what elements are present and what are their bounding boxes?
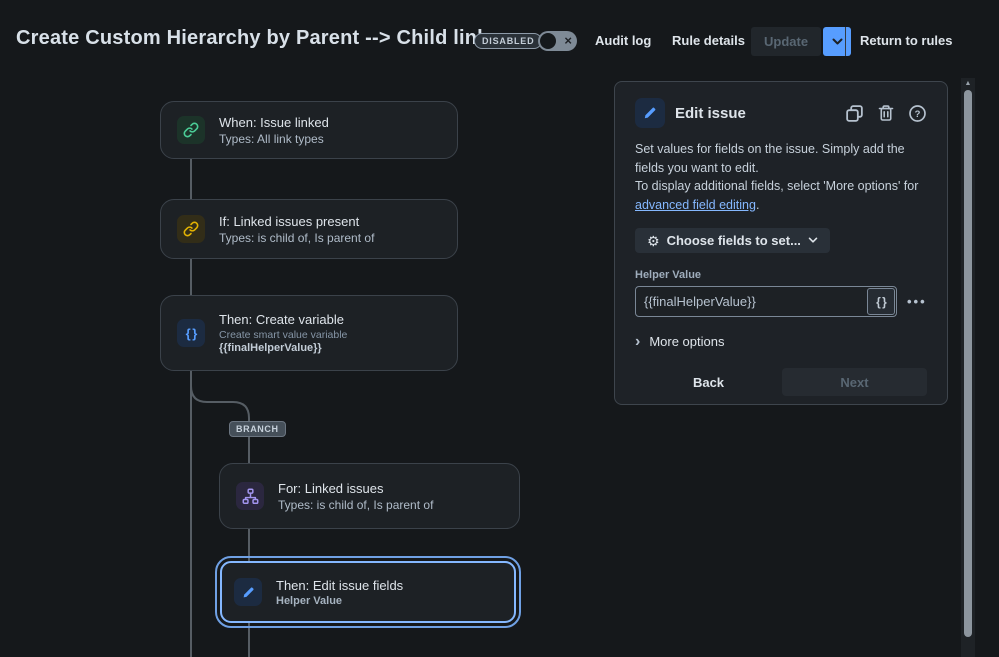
node-edit-issue-fields-selected[interactable]: Then: Edit issue fields Helper Value	[215, 556, 521, 628]
node-value: {{finalHelperValue}}	[219, 342, 322, 354]
node-subtitle: Helper Value	[276, 594, 343, 607]
link-icon	[177, 116, 205, 144]
panel-description-line1: Set values for fields on the issue. Simp…	[635, 142, 905, 175]
audit-log-link[interactable]: Audit log	[595, 33, 652, 48]
scrollbar-thumb[interactable]	[964, 90, 972, 637]
status-badge: DISABLED	[474, 33, 543, 49]
branch-label: BRANCH	[229, 421, 286, 437]
node-subtitle: Types: is child of, Is parent of	[219, 230, 375, 245]
help-icon[interactable]: ?	[908, 104, 927, 123]
gear-icon: ⚙	[647, 232, 660, 249]
helper-value-input[interactable]: {{finalHelperValue}} { }	[635, 286, 897, 317]
node-subtitle: Create smart value variable	[219, 329, 348, 341]
page-title: Create Custom Hierarchy by Parent --> Ch…	[16, 27, 489, 49]
scroll-up-arrow-icon[interactable]: ▲	[964, 80, 972, 87]
node-title: If: Linked issues present	[219, 213, 360, 229]
node-title: Then: Create variable	[219, 312, 345, 327]
helper-value-text[interactable]: {{finalHelperValue}}	[644, 294, 756, 309]
rule-details-link[interactable]: Rule details	[672, 33, 745, 48]
node-branch-linked-issues[interactable]: For: Linked issues Types: is child of, I…	[219, 463, 520, 529]
node-create-variable[interactable]: { } Then: Create variable Create smart v…	[160, 295, 458, 371]
update-split-button: Update	[751, 27, 852, 56]
panel-description-line2: To display additional fields, select 'Mo…	[635, 179, 919, 212]
link-icon	[177, 215, 205, 243]
trash-icon[interactable]	[877, 104, 895, 122]
pencil-icon	[635, 98, 665, 128]
braces-icon: { }	[177, 319, 205, 347]
return-to-rules-link[interactable]: Return to rules	[860, 33, 953, 48]
node-trigger-issue-linked[interactable]: When: Issue linked Types: All link types	[160, 101, 458, 159]
chevron-down-icon	[832, 38, 843, 46]
advanced-field-editing-link[interactable]: advanced field editing	[635, 197, 756, 212]
edit-issue-panel: Edit issue	[614, 81, 948, 405]
next-button[interactable]: Next	[782, 368, 927, 396]
more-options-toggle[interactable]: › More options	[635, 332, 927, 350]
duplicate-icon[interactable]	[845, 104, 864, 123]
hierarchy-icon	[236, 482, 264, 510]
svg-text:?: ?	[915, 108, 921, 119]
chevron-down-icon	[808, 237, 818, 243]
field-options-menu-icon[interactable]: •••	[907, 294, 927, 309]
update-dropdown-button[interactable]	[823, 27, 852, 56]
pencil-icon	[234, 578, 262, 606]
node-condition-linked-issues[interactable]: If: Linked issues present Types: is chil…	[160, 199, 458, 259]
toggle-off-icon: ×	[564, 33, 572, 48]
node-title: For: Linked issues	[278, 480, 384, 496]
header-divider	[845, 27, 846, 56]
field-label: Helper Value	[635, 269, 702, 281]
update-button[interactable]: Update	[751, 27, 822, 56]
chevron-right-icon: ›	[635, 332, 641, 350]
panel-title: Edit issue	[675, 104, 746, 122]
toggle-knob	[540, 33, 556, 49]
choose-fields-label: Choose fields to set...	[666, 233, 801, 248]
node-subtitle: Types: All link types	[219, 131, 324, 146]
more-options-label: More options	[649, 334, 725, 349]
node-title: When: Issue linked	[219, 114, 329, 130]
vertical-scrollbar[interactable]: ▲	[961, 78, 975, 657]
choose-fields-button[interactable]: ⚙ Choose fields to set...	[635, 228, 830, 253]
smart-value-button[interactable]: { }	[867, 288, 895, 315]
rule-enabled-toggle[interactable]: ×	[538, 31, 577, 51]
node-title: Then: Edit issue fields	[276, 577, 404, 593]
node-subtitle: Types: is child of, Is parent of	[278, 497, 434, 512]
back-button[interactable]: Back	[635, 375, 782, 390]
